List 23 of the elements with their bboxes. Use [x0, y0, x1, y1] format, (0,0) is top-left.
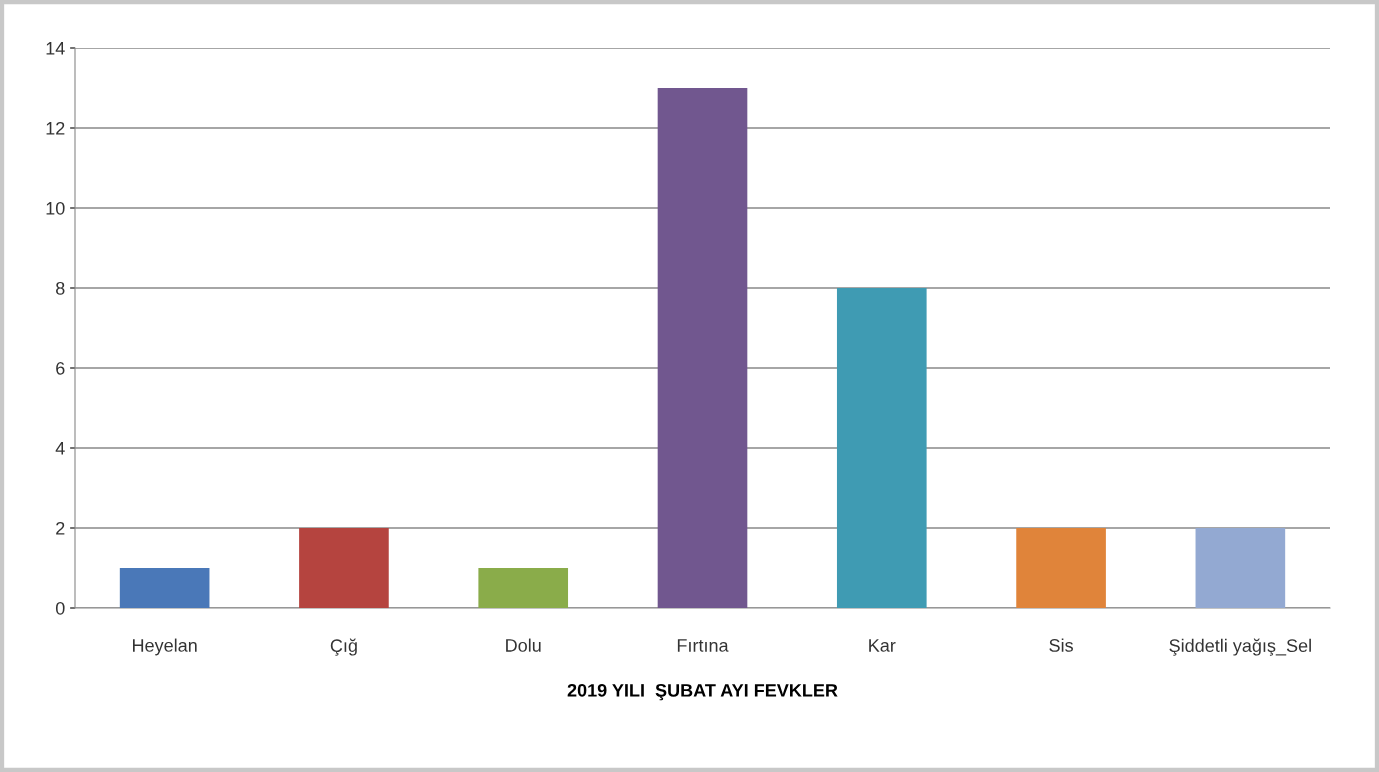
x-tick-label: Çığ [330, 638, 357, 656]
y-tick-label: 6 [56, 361, 65, 375]
bar [1016, 528, 1106, 608]
x-tick-label: Kar [869, 639, 896, 652]
y-tick-label: 12 [46, 121, 65, 135]
y-tick-label: 0 [55, 601, 65, 615]
bar [299, 528, 389, 608]
x-axis-title: 2019 YILI ŞUBAT AYI FEVKLER [567, 683, 838, 701]
x-tick-label: Dolu [506, 638, 541, 652]
y-tick-label: 14 [46, 42, 65, 55]
bar [836, 288, 927, 608]
bar [478, 568, 569, 608]
x-tick-label: Heyelan [133, 638, 197, 656]
y-tick-label: 4 [55, 442, 65, 455]
y-tick-label: 2 [56, 521, 65, 535]
bar [657, 88, 748, 608]
bar [119, 568, 210, 608]
bar [1195, 528, 1286, 608]
x-tick-label: Şiddetli yağış_Sel [1169, 638, 1311, 656]
y-tick-label: 10 [46, 201, 65, 215]
x-tick-label: Sis [1049, 638, 1073, 652]
x-tick-label: Fırtına [677, 639, 729, 652]
y-tick-label: 8 [56, 281, 65, 295]
